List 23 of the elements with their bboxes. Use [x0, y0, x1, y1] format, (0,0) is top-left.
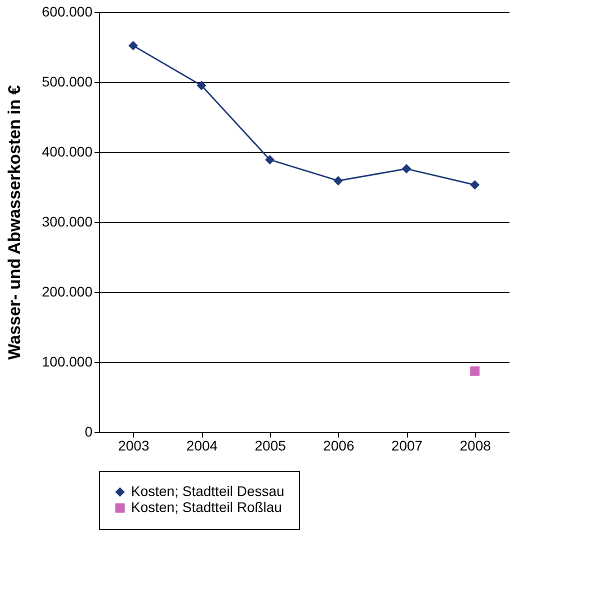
point — [265, 154, 275, 164]
point — [402, 164, 412, 174]
x-tick-label: 2005 — [254, 438, 286, 454]
y-tick-label: 200.000 — [42, 284, 93, 300]
point — [196, 80, 206, 90]
point — [333, 176, 343, 186]
point — [470, 366, 480, 376]
legend-label: Kosten; Stadtteil Roßlau — [131, 499, 282, 515]
y-tick-label: 100.000 — [42, 354, 93, 370]
point — [470, 180, 480, 190]
legend-label: Kosten; Stadtteil Dessau — [131, 483, 284, 499]
y-tick-label: 0 — [84, 424, 93, 440]
x-tick-label: 2006 — [323, 438, 354, 454]
x-tick-label: 2007 — [391, 438, 423, 454]
x-tick-label: 2003 — [118, 438, 150, 454]
y-tick-label: 300.000 — [42, 214, 93, 230]
x-tick-label: 2004 — [186, 438, 218, 454]
y-tick-label: 600.000 — [42, 4, 93, 20]
y-tick-label: 500.000 — [42, 74, 93, 90]
y-tick-label: 400.000 — [42, 144, 93, 160]
x-tick-label: 2008 — [460, 438, 492, 454]
y-axis-title: Wasser- und Abwasserkosten in € — [4, 84, 24, 360]
point — [128, 40, 138, 50]
